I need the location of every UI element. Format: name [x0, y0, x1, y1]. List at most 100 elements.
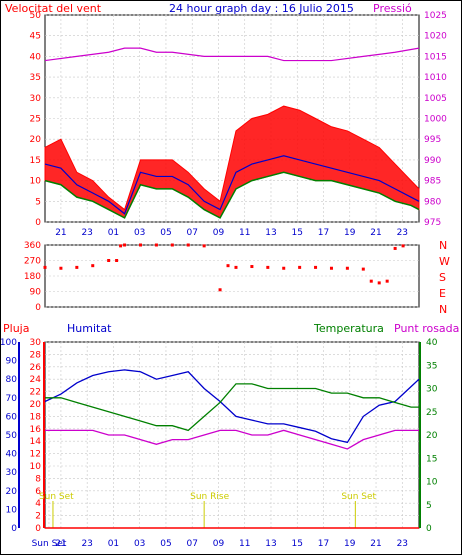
- pressure-y-tick-label: 985: [424, 177, 441, 187]
- direction-point: [115, 259, 119, 262]
- temperature-y-tick-label: 0: [426, 524, 432, 534]
- wind-x-tick-label: 15: [292, 228, 303, 238]
- humidity-x-tick-label: Sun Set: [32, 539, 67, 549]
- wind-x-tick-label: 19: [344, 228, 356, 238]
- wind-average-line: [44, 155, 420, 215]
- wind-x-tick-label: 13: [265, 228, 276, 238]
- pressure-y-tick-label: 1020: [424, 32, 447, 42]
- direction-point: [282, 266, 286, 270]
- wind-y-tick-label: 5: [35, 197, 41, 207]
- temperature-y-tick-label: 30: [426, 385, 438, 395]
- wind-x-tick-label: 23: [81, 228, 92, 238]
- direction-point: [266, 265, 270, 269]
- rain-y-tick-label: 6: [35, 487, 41, 497]
- sun-event-label: Sun Set: [39, 492, 74, 502]
- wind-y-tick-label: 35: [30, 73, 41, 83]
- humidity-x-tick-label: 03: [134, 539, 145, 549]
- compass-label: N: [439, 239, 447, 252]
- wind-x-tick-label: 01: [108, 228, 119, 238]
- wind-x-tick-label: 17: [318, 228, 329, 238]
- rain-y-tick-label: 12: [30, 450, 41, 460]
- pressure-y-tick-label: 1010: [424, 73, 447, 83]
- temperature-y-tick-label: 10: [426, 478, 438, 488]
- temperature-y-tick-label: 5: [426, 501, 432, 511]
- humidity-y-tick-label: 70: [6, 394, 18, 404]
- wind-x-tick-label: 09: [213, 228, 225, 238]
- humidity-x-tick-label: 23: [81, 539, 92, 549]
- wind-pressure-panel: 0510152025303540455097598098599099510001…: [30, 11, 448, 238]
- pressure-label: Pressió: [373, 2, 412, 15]
- rain-y-tick-label: 24: [30, 375, 42, 385]
- humidity-x-tick-label: 05: [160, 539, 171, 549]
- rain-y-tick-label: 10: [30, 462, 42, 472]
- humidity-y-tick-label: 60: [6, 412, 18, 422]
- wind-y-tick-label: 40: [30, 52, 42, 62]
- wind-y-tick-label: 45: [30, 32, 41, 42]
- pressure-y-tick-label: 1000: [424, 115, 447, 125]
- humidity-y-tick-label: 10: [6, 505, 18, 515]
- humidity-x-tick-label: 17: [318, 539, 329, 549]
- humidity-line: [44, 369, 420, 444]
- wind-x-tick-label: 21: [55, 228, 66, 238]
- rain-y-tick-label: 26: [30, 363, 42, 373]
- wind-y-tick-label: 50: [30, 11, 42, 21]
- rain-y-tick-label: 22: [30, 388, 41, 398]
- direction-point: [202, 244, 206, 248]
- direction-point: [75, 265, 79, 269]
- wind-y-tick-label: 10: [30, 177, 42, 187]
- rain-y-tick-label: 4: [35, 499, 41, 509]
- humidity-x-tick-label: 01: [108, 539, 119, 549]
- humidity-y-tick-label: 50: [6, 431, 18, 441]
- pressure-y-tick-label: 995: [424, 135, 441, 145]
- direction-point: [91, 264, 95, 268]
- pressure-y-tick-label: 1015: [424, 52, 447, 62]
- humidity-y-tick-label: 30: [6, 468, 18, 478]
- direction-point: [250, 265, 254, 269]
- direction-point: [234, 265, 238, 269]
- wind-x-tick-label: 21: [370, 228, 381, 238]
- direction-point: [170, 243, 174, 247]
- direction-point: [226, 264, 230, 268]
- temperature-y-tick-label: 25: [426, 408, 437, 418]
- direction-point: [361, 267, 365, 271]
- humidity-x-tick-label: 11: [239, 539, 250, 549]
- wind-direction-panel: 0 90 180 270 360: [24, 241, 420, 313]
- humidity-y-tick-label: 80: [6, 375, 18, 385]
- rain-y-tick-label: 28: [30, 350, 42, 360]
- temperature-line: [45, 383, 419, 432]
- direction-point: [218, 288, 222, 292]
- wind-low-line: [44, 171, 420, 219]
- humidity-label: Humitat: [67, 322, 112, 335]
- wind-y-tick-label: 0: [35, 218, 41, 228]
- pressure-y-tick-label: 1005: [424, 94, 447, 104]
- humidity-x-tick-label: 19: [344, 539, 356, 549]
- humidity-temperature-panel: 0102030405060708090100024681012141618202…: [1, 338, 438, 549]
- humidity-y-tick-label: 100: [1, 338, 17, 348]
- direction-point: [107, 259, 111, 262]
- rain-y-tick-label: 8: [35, 474, 41, 484]
- direction-point: [385, 279, 389, 283]
- humidity-y-tick-label: 20: [6, 487, 18, 497]
- wind-y-tick-label: 15: [30, 156, 41, 166]
- dewpoint-line: [45, 429, 419, 450]
- direction-point: [119, 244, 123, 248]
- rain-y-tick-label: 2: [35, 512, 41, 522]
- pressure-y-tick-label: 990: [424, 156, 441, 166]
- compass-label: S: [439, 271, 446, 284]
- rain-y-tick-label: 20: [30, 400, 42, 410]
- direction-plot-frame: [44, 244, 420, 308]
- compass-label: W: [439, 255, 450, 268]
- direction-point: [345, 266, 349, 270]
- temperature-y-tick-label: 20: [426, 431, 438, 441]
- sun-event-label: Sun Rise: [190, 492, 229, 502]
- wind-x-tick-label: 07: [186, 228, 197, 238]
- temperature-y-tick-label: 35: [426, 361, 437, 371]
- humidity-x-tick-label: 07: [186, 539, 197, 549]
- humidity-x-tick-label: 21: [370, 539, 381, 549]
- temperature-label: Temperatura: [313, 322, 384, 335]
- direction-point: [369, 279, 373, 283]
- humidity-x-tick-label: 09: [213, 539, 225, 549]
- wind-x-tick-label: 05: [160, 228, 171, 238]
